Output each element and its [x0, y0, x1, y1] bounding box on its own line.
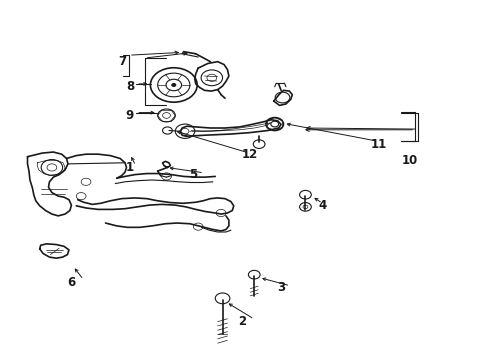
Text: 4: 4 — [318, 199, 326, 212]
Text: 2: 2 — [238, 315, 245, 328]
Text: 9: 9 — [125, 109, 134, 122]
Circle shape — [171, 84, 175, 86]
Text: 6: 6 — [67, 276, 75, 289]
Text: 5: 5 — [189, 168, 197, 181]
Text: 1: 1 — [125, 161, 134, 174]
Text: 10: 10 — [401, 154, 418, 167]
Text: 8: 8 — [125, 80, 134, 93]
Text: 11: 11 — [370, 138, 386, 150]
Text: 12: 12 — [241, 148, 257, 161]
Text: 3: 3 — [276, 281, 285, 294]
Text: 7: 7 — [118, 55, 126, 68]
